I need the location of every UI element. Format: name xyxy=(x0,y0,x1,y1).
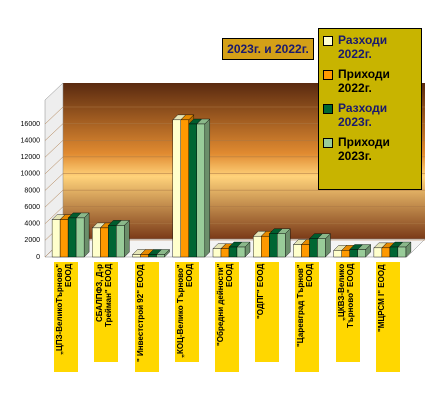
bar xyxy=(140,254,149,258)
bar xyxy=(100,227,109,258)
bar xyxy=(108,225,117,258)
x-tick-label: "ОДПГ" ЕООД xyxy=(255,262,280,362)
grid-line xyxy=(44,189,425,208)
legend-swatch xyxy=(323,36,333,46)
legend-swatch xyxy=(323,70,333,80)
bar xyxy=(357,249,366,258)
legend-label: Разходи 2023г. xyxy=(338,101,388,129)
grid-line xyxy=(44,140,425,158)
bar xyxy=(253,236,262,258)
y-tick-label: 16000 xyxy=(21,121,41,128)
grid-line xyxy=(44,106,425,125)
bar xyxy=(269,233,278,258)
x-tick-label: СБАЛПФЗ, Д-р Трейман" ЕООД xyxy=(94,262,119,362)
legend-label: Разходи 2022г. xyxy=(338,33,388,61)
bar xyxy=(373,247,383,258)
y-tick-label: 14000 xyxy=(21,137,41,144)
bar xyxy=(116,225,125,258)
bar xyxy=(92,227,101,258)
bar xyxy=(148,254,157,258)
x-tick-label: "МЦРСМ I" ЕООД xyxy=(375,262,400,372)
bar xyxy=(188,123,197,258)
bar-side xyxy=(124,219,130,258)
legend-label: Приходи 2023г. xyxy=(338,135,390,163)
bar xyxy=(301,244,310,258)
grid-line xyxy=(44,123,425,141)
grid-line xyxy=(44,156,425,175)
legend-item: Приходи 2023г. xyxy=(323,135,417,163)
y-tick-label: 0 xyxy=(36,254,40,261)
bar xyxy=(59,219,69,258)
bar xyxy=(277,233,286,258)
bar xyxy=(75,217,85,258)
chart-title: 2023г. и 2022г. xyxy=(222,38,314,60)
bar xyxy=(196,123,205,258)
bar xyxy=(220,248,230,258)
bar xyxy=(172,119,181,258)
bar xyxy=(236,246,246,258)
bar xyxy=(180,119,189,258)
bar-side xyxy=(83,212,90,258)
bar xyxy=(293,244,302,258)
y-tick-label: 4000 xyxy=(24,221,40,228)
bar-side xyxy=(204,118,210,258)
bar xyxy=(397,246,407,258)
grid-line xyxy=(44,206,425,224)
legend-item: Разходи 2023г. xyxy=(323,101,417,129)
legend-swatch xyxy=(323,104,333,114)
x-tick-label: „ЦПЗ-ВеликоТърново" ЕООД xyxy=(54,262,79,372)
bar xyxy=(67,217,77,258)
bar xyxy=(381,247,391,258)
legend: Разходи 2022г. Приходи 2022г. Разходи 2023… xyxy=(318,28,422,190)
legend-swatch xyxy=(323,138,333,148)
legend-label: Приходи 2022г. xyxy=(338,67,390,95)
bar xyxy=(309,238,318,258)
x-tick-label: „ЦКВЗ-Велико Търново" ЕООД xyxy=(335,262,360,362)
y-tick-label: 12000 xyxy=(21,154,41,161)
y-tick-label: 10000 xyxy=(21,171,41,178)
bar xyxy=(261,236,270,258)
x-tick-label: „КОЦ-Велико Търново" ЕООД xyxy=(174,262,199,362)
y-tick-label: 2000 xyxy=(24,237,40,244)
y-tick-label: 6000 xyxy=(24,204,40,211)
bar xyxy=(317,238,326,258)
bar xyxy=(341,250,350,258)
x-tick-label: " Инвестстрой 92" ЕООД xyxy=(134,262,159,372)
bar xyxy=(228,246,238,258)
bar xyxy=(212,248,222,258)
bar xyxy=(349,249,358,258)
x-tick-label: "Царевград Търнов" ЕООД xyxy=(295,262,320,372)
x-tick-label: "Обредни дейности" ЕООД xyxy=(215,262,239,372)
y-tick-label: 8000 xyxy=(24,187,40,194)
bar xyxy=(156,254,165,258)
bar xyxy=(333,250,342,258)
legend-item: Разходи 2022г. xyxy=(323,33,417,61)
bar xyxy=(132,254,141,258)
grid-line xyxy=(44,173,425,191)
bar xyxy=(51,219,61,258)
bar xyxy=(389,246,399,258)
legend-item: Приходи 2022г. xyxy=(323,67,417,95)
